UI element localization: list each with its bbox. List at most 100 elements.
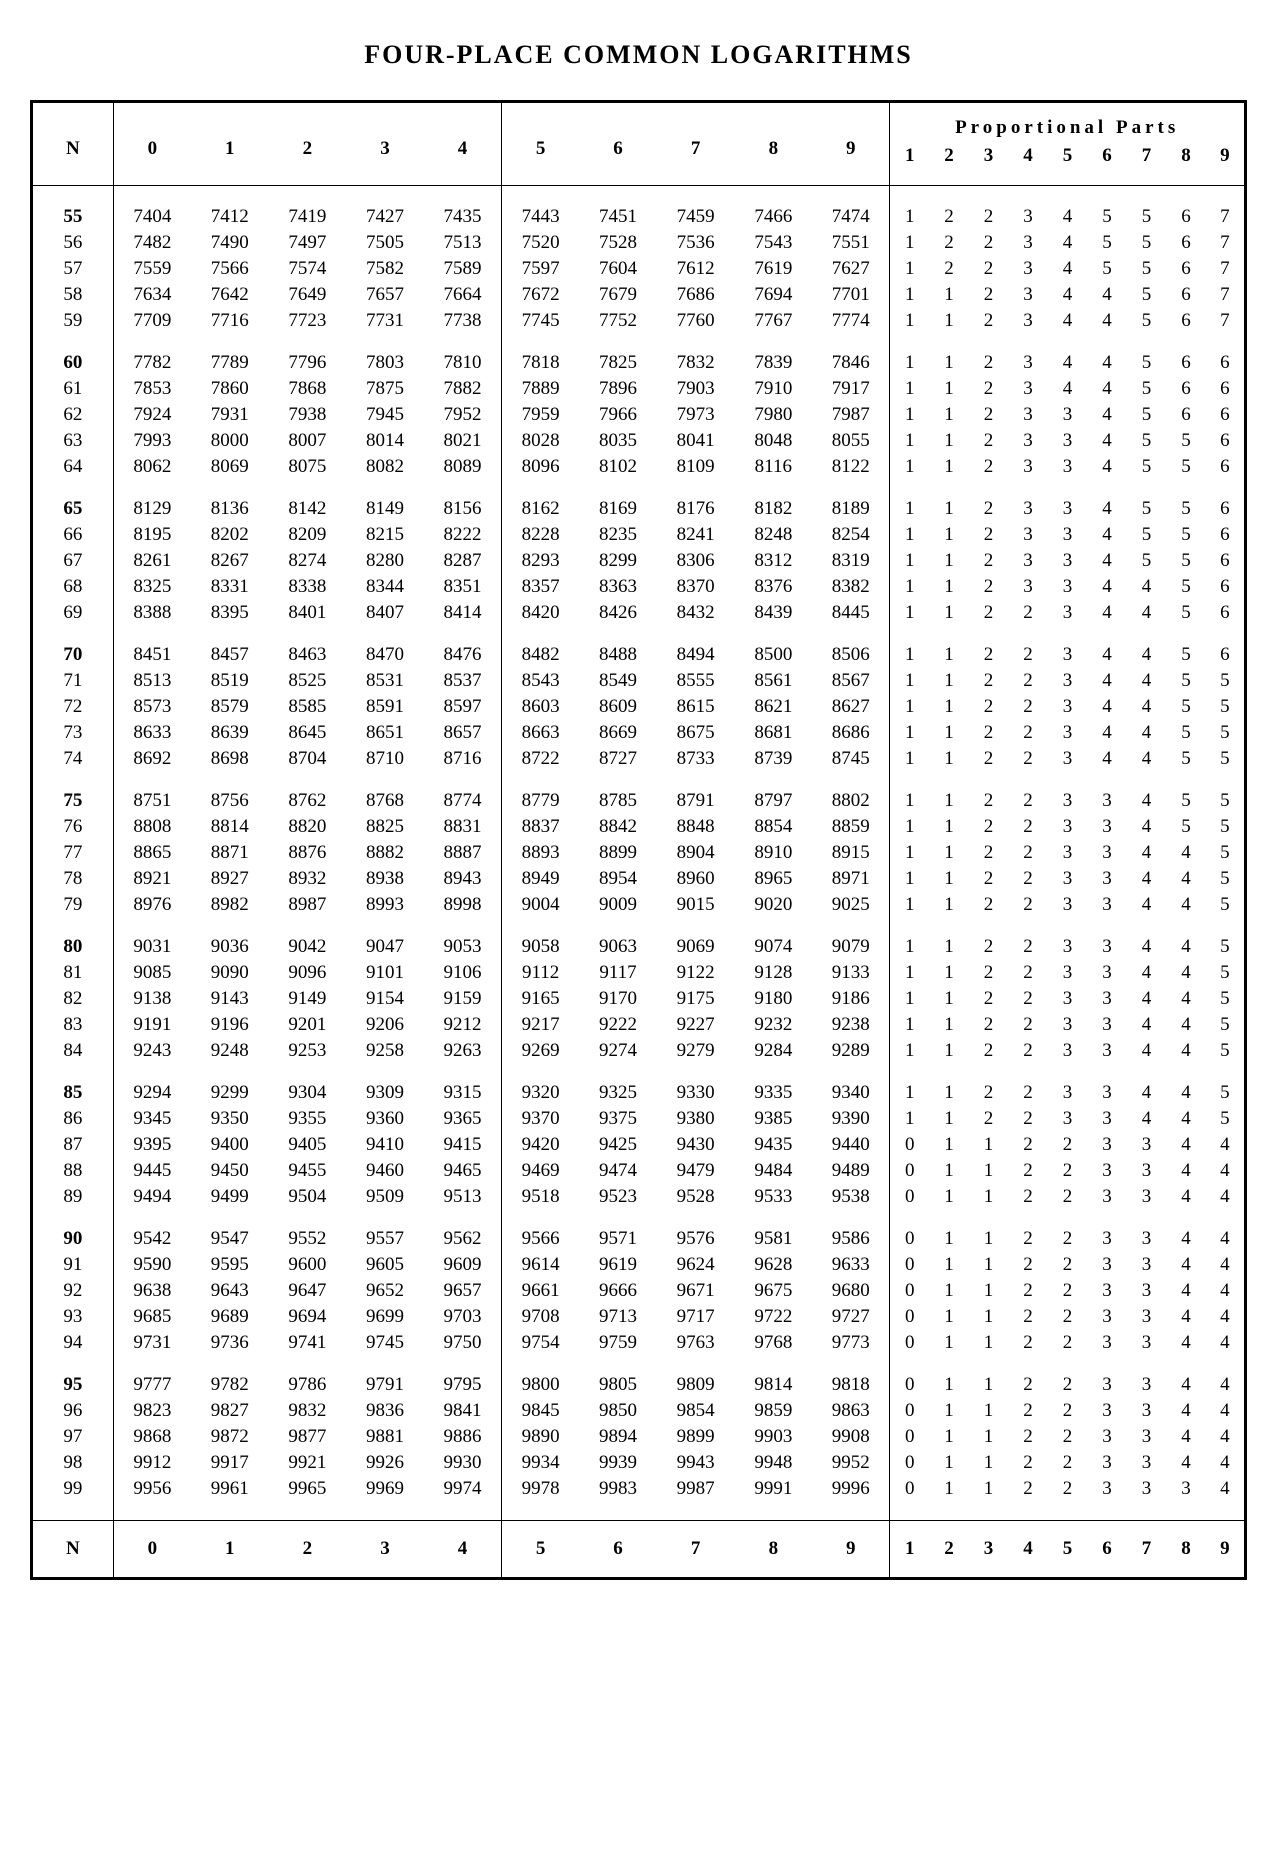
cell-m: 9818 [812, 1372, 890, 1398]
cell-pp: 4 [1166, 1158, 1206, 1184]
cell-pp: 5 [1166, 694, 1206, 720]
cell-m: 7767 [734, 308, 812, 334]
table-row: 5775597566757475827589759776047612761976… [32, 256, 1246, 282]
cell-pp: 5 [1166, 454, 1206, 480]
cell-m: 8848 [657, 814, 735, 840]
cell-m: 7959 [502, 402, 580, 428]
cell-m: 9335 [734, 1080, 812, 1106]
cell-m: 8567 [812, 668, 890, 694]
cell-pp: 4 [1048, 308, 1088, 334]
cell-pp: 0 [890, 1476, 930, 1521]
cell-n: 65 [32, 496, 114, 522]
cell-m: 8561 [734, 668, 812, 694]
foot-pp-2: 2 [929, 1521, 969, 1579]
cell-pp: 0 [890, 1372, 930, 1398]
cell-pp: 2 [969, 814, 1009, 840]
cell-m: 9969 [346, 1476, 424, 1521]
cell-m: 7789 [191, 350, 269, 376]
cell-m: 8041 [657, 428, 735, 454]
cell-n: 55 [32, 186, 114, 231]
cell-pp: 3 [1048, 1106, 1088, 1132]
cell-pp: 6 [1206, 350, 1246, 376]
cell-pp: 1 [929, 454, 969, 480]
cell-pp: 3 [1048, 934, 1088, 960]
foot-pp-1: 1 [890, 1521, 930, 1579]
cell-n: 79 [32, 892, 114, 918]
cell-pp: 7 [1206, 256, 1246, 282]
cell-pp: 5 [1166, 600, 1206, 626]
cell-m: 7657 [346, 282, 424, 308]
cell-pp: 3 [1048, 814, 1088, 840]
cell-n: 67 [32, 548, 114, 574]
cell-m: 8871 [191, 840, 269, 866]
cell-m: 9763 [657, 1330, 735, 1356]
table-row: 5674827490749775057513752075287536754375… [32, 230, 1246, 256]
cell-m: 9912 [113, 1450, 191, 1476]
cell-n: 88 [32, 1158, 114, 1184]
cell-pp: 4 [1166, 1424, 1206, 1450]
cell-m: 9494 [113, 1184, 191, 1210]
cell-m: 8287 [424, 548, 502, 574]
cell-m: 8319 [812, 548, 890, 574]
cell-pp: 3 [1087, 1424, 1127, 1450]
cell-m: 8921 [113, 866, 191, 892]
cell-pp: 1 [890, 694, 930, 720]
cell-m: 9509 [346, 1184, 424, 1210]
cell-pp: 0 [890, 1184, 930, 1210]
cell-m: 9956 [113, 1476, 191, 1521]
cell-m: 8439 [734, 600, 812, 626]
page-title: FOUR-PLACE COMMON LOGARITHMS [30, 40, 1247, 70]
cell-pp: 3 [1008, 522, 1048, 548]
cell-m: 9983 [579, 1476, 657, 1521]
cell-pp: 0 [890, 1398, 930, 1424]
cell-pp: 1 [890, 402, 930, 428]
cell-pp: 1 [969, 1252, 1009, 1278]
cell-m: 9685 [113, 1304, 191, 1330]
cell-m: 7931 [191, 402, 269, 428]
cell-m: 8476 [424, 642, 502, 668]
cell-pp: 4 [1127, 720, 1167, 746]
cell-m: 9978 [502, 1476, 580, 1521]
table-row: 8894459450945594609465946994749479948494… [32, 1158, 1246, 1184]
cell-pp: 6 [1166, 350, 1206, 376]
cell-pp: 3 [1087, 1080, 1127, 1106]
cell-m: 9390 [812, 1106, 890, 1132]
cell-pp: 4 [1127, 840, 1167, 866]
cell-m: 9961 [191, 1476, 269, 1521]
cell-m: 7846 [812, 350, 890, 376]
cell-pp: 5 [1166, 574, 1206, 600]
cell-pp: 1 [929, 1080, 969, 1106]
cell-pp: 2 [969, 350, 1009, 376]
cell-m: 9279 [657, 1038, 735, 1064]
cell-m: 9903 [734, 1424, 812, 1450]
cell-pp: 3 [1048, 840, 1088, 866]
cell-pp: 2 [969, 746, 1009, 772]
cell-m: 8096 [502, 454, 580, 480]
cell-m: 7589 [424, 256, 502, 282]
cell-m: 7973 [657, 402, 735, 428]
cell-pp: 1 [929, 1450, 969, 1476]
cell-n: 77 [32, 840, 114, 866]
cell-m: 9053 [424, 934, 502, 960]
cell-m: 9908 [812, 1424, 890, 1450]
cell-m: 9562 [424, 1226, 502, 1252]
cell-m: 8663 [502, 720, 580, 746]
cell-m: 7505 [346, 230, 424, 256]
cell-m: 8248 [734, 522, 812, 548]
cell-pp: 5 [1127, 496, 1167, 522]
cell-m: 7701 [812, 282, 890, 308]
cell-pp: 1 [929, 548, 969, 574]
col-4: 4 [424, 102, 502, 186]
cell-m: 8129 [113, 496, 191, 522]
cell-pp: 1 [890, 642, 930, 668]
cell-pp: 4 [1166, 840, 1206, 866]
cell-pp: 2 [969, 892, 1009, 918]
cell-pp: 1 [929, 496, 969, 522]
cell-pp: 1 [929, 402, 969, 428]
cell-pp: 4 [1166, 1012, 1206, 1038]
cell-pp: 6 [1206, 522, 1246, 548]
cell-pp: 2 [1048, 1304, 1088, 1330]
table-row: 7989768982898789938998900490099015902090… [32, 892, 1246, 918]
cell-m: 8351 [424, 574, 502, 600]
cell-n: 97 [32, 1424, 114, 1450]
